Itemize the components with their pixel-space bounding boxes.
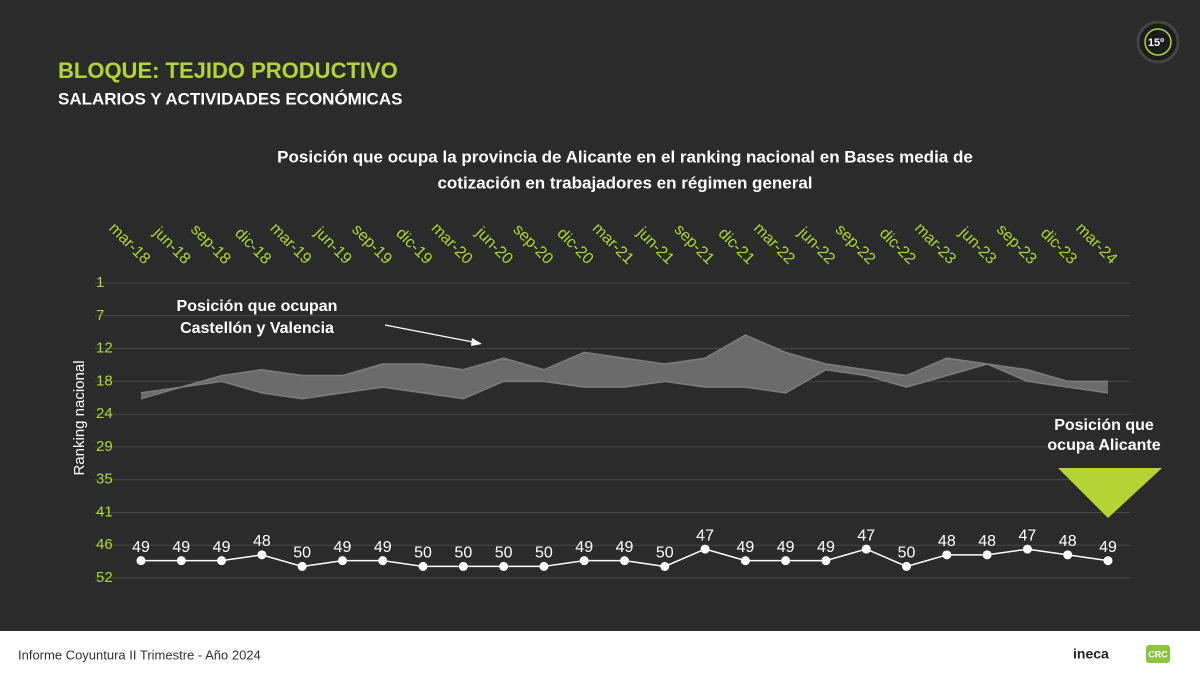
data-point xyxy=(902,561,912,571)
data-label: 50 xyxy=(495,545,513,562)
annotation-triangle xyxy=(1058,468,1162,518)
block-subtitle: SALARIOS Y ACTIVIDADES ECONÓMICAS xyxy=(58,89,402,108)
data-label: 48 xyxy=(1059,533,1077,550)
chart-title: Posición que ocupa la provincia de Alica… xyxy=(277,147,973,166)
data-point xyxy=(982,550,992,560)
data-point xyxy=(1063,550,1073,560)
data-label: 49 xyxy=(1099,539,1117,556)
data-label: 50 xyxy=(656,545,674,562)
data-point xyxy=(660,561,670,571)
annotation: Posición que ocupan xyxy=(177,298,338,315)
badge-ring xyxy=(1144,28,1172,56)
block-title: BLOQUE: TEJIDO PRODUCTIVO xyxy=(58,58,398,83)
data-point xyxy=(942,550,952,560)
footer-bar xyxy=(0,631,1200,678)
data-label: 50 xyxy=(898,545,916,562)
data-label: 50 xyxy=(293,545,311,562)
data-label: 47 xyxy=(857,527,875,544)
y-tick-label: 52 xyxy=(96,569,113,586)
data-point xyxy=(418,561,428,571)
data-point xyxy=(620,556,629,566)
data-point xyxy=(458,561,468,571)
y-axis-label: Ranking nacional xyxy=(71,360,88,475)
data-point xyxy=(297,561,307,571)
data-label: 47 xyxy=(1019,527,1037,544)
data-label: 49 xyxy=(616,539,634,556)
data-point xyxy=(217,556,227,566)
y-tick-label: 1 xyxy=(96,274,104,291)
footer-logo2: CRC xyxy=(1148,649,1168,659)
data-point xyxy=(740,556,750,566)
data-point xyxy=(781,556,791,566)
data-point xyxy=(1022,544,1032,554)
data-point xyxy=(499,561,509,571)
data-label: 50 xyxy=(454,545,472,562)
data-label: 49 xyxy=(172,539,190,556)
y-tick-label: 41 xyxy=(96,503,113,520)
footer-text: Informe Coyuntura II Trimestre - Año 202… xyxy=(18,647,261,662)
data-label: 49 xyxy=(736,539,754,556)
annotation-arrowhead xyxy=(471,338,482,346)
y-tick-label: 18 xyxy=(96,372,113,389)
data-point xyxy=(579,556,589,566)
y-tick-label: 24 xyxy=(96,405,113,422)
data-label: 49 xyxy=(374,539,392,556)
data-point xyxy=(861,544,871,554)
data-point xyxy=(1103,556,1113,566)
data-label: 49 xyxy=(575,539,593,556)
data-point xyxy=(821,556,831,566)
y-tick-label: 46 xyxy=(96,536,113,553)
chart-title: cotización en trabajadores en régimen ge… xyxy=(437,173,812,192)
data-label: 48 xyxy=(938,533,956,550)
data-label: 49 xyxy=(213,539,231,556)
y-tick-label: 7 xyxy=(96,307,104,324)
data-label: 49 xyxy=(817,539,835,556)
annotation: Posición que xyxy=(1054,417,1154,434)
badge-text: 15º xyxy=(1148,37,1164,49)
data-label: 49 xyxy=(334,539,352,556)
data-point xyxy=(257,550,267,560)
annotation-arrow xyxy=(384,324,479,344)
data-label: 47 xyxy=(696,527,714,544)
data-label: 49 xyxy=(132,539,150,556)
band-edge xyxy=(140,363,1109,400)
badge xyxy=(1136,20,1180,64)
data-label: 50 xyxy=(535,545,553,562)
footer-logo: ineca xyxy=(1073,646,1109,662)
data-point xyxy=(378,556,388,566)
band-edge xyxy=(140,334,1108,394)
data-point xyxy=(700,544,710,554)
footer-logo-box xyxy=(1146,645,1170,663)
data-point xyxy=(136,556,146,566)
data-label: 50 xyxy=(414,545,432,562)
data-point xyxy=(337,556,347,566)
annotation: Castellón y Valencia xyxy=(180,320,334,337)
data-point xyxy=(176,556,186,566)
annotation: ocupa Alicante xyxy=(1047,437,1160,454)
data-label: 49 xyxy=(777,539,795,556)
y-tick-label: 29 xyxy=(96,438,113,455)
data-label: 48 xyxy=(978,533,996,550)
y-tick-label: 12 xyxy=(96,340,113,357)
y-tick-label: 35 xyxy=(96,471,113,488)
data-label: 48 xyxy=(253,533,271,550)
data-point xyxy=(539,561,549,571)
band-fill xyxy=(141,335,1108,399)
